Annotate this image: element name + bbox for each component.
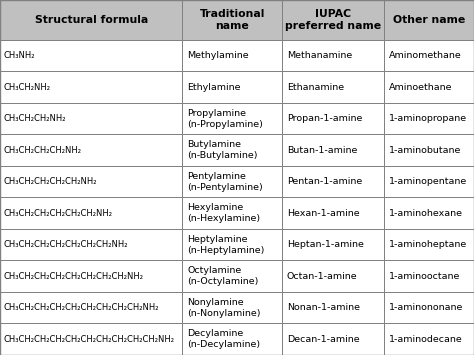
- Text: Hexan-1-amine: Hexan-1-amine: [287, 209, 359, 218]
- Bar: [282, 197, 384, 229]
- Bar: [282, 292, 384, 323]
- Bar: [182, 323, 282, 355]
- Bar: [182, 229, 282, 261]
- Text: 1-aminobutane: 1-aminobutane: [389, 146, 461, 154]
- Text: 1-aminohexane: 1-aminohexane: [389, 209, 463, 218]
- Text: Propylamine
(n-Propylamine): Propylamine (n-Propylamine): [187, 109, 263, 129]
- Bar: [0, 71, 182, 103]
- Bar: [0, 229, 182, 261]
- Bar: [0, 323, 182, 355]
- Bar: [384, 261, 474, 292]
- Text: Butylamine
(n-Butylamine): Butylamine (n-Butylamine): [187, 140, 258, 160]
- Text: 1-aminodecane: 1-aminodecane: [389, 335, 463, 344]
- Bar: [384, 229, 474, 261]
- Bar: [384, 292, 474, 323]
- Text: Ethanamine: Ethanamine: [287, 83, 344, 92]
- Text: CH₃CH₂CH₂CH₂CH₂CH₂CH₂CH₂NH₂: CH₃CH₂CH₂CH₂CH₂CH₂CH₂CH₂NH₂: [4, 272, 144, 281]
- Text: 1-aminopropane: 1-aminopropane: [389, 114, 467, 123]
- Bar: [0, 261, 182, 292]
- Text: Nonan-1-amine: Nonan-1-amine: [287, 303, 360, 312]
- Text: CH₃CH₂NH₂: CH₃CH₂NH₂: [4, 83, 51, 92]
- Text: Nonylamine
(n-Nonylamine): Nonylamine (n-Nonylamine): [187, 297, 261, 318]
- Bar: [0, 40, 182, 71]
- Text: Heptylamine
(n-Heptylamine): Heptylamine (n-Heptylamine): [187, 235, 264, 255]
- Text: Other name: Other name: [393, 15, 465, 25]
- Text: CH₃CH₂CH₂CH₂CH₂CH₂NH₂: CH₃CH₂CH₂CH₂CH₂CH₂NH₂: [4, 209, 113, 218]
- Text: 1-aminooctane: 1-aminooctane: [389, 272, 460, 281]
- Text: Butan-1-amine: Butan-1-amine: [287, 146, 357, 154]
- Bar: [182, 103, 282, 134]
- Bar: [384, 71, 474, 103]
- Text: Heptan-1-amine: Heptan-1-amine: [287, 240, 364, 249]
- Text: Aminoethane: Aminoethane: [389, 83, 452, 92]
- Text: Hexylamine
(n-Hexylamine): Hexylamine (n-Hexylamine): [187, 203, 260, 223]
- Bar: [0, 292, 182, 323]
- Bar: [182, 292, 282, 323]
- Text: IUPAC
preferred name: IUPAC preferred name: [285, 9, 381, 31]
- Text: Propan-1-amine: Propan-1-amine: [287, 114, 362, 123]
- Text: Methanamine: Methanamine: [287, 51, 352, 60]
- Text: 1-aminononane: 1-aminononane: [389, 303, 463, 312]
- Text: Pentan-1-amine: Pentan-1-amine: [287, 177, 362, 186]
- Text: Aminomethane: Aminomethane: [389, 51, 461, 60]
- Bar: [282, 134, 384, 166]
- Bar: [0, 134, 182, 166]
- Text: 1-aminopentane: 1-aminopentane: [389, 177, 467, 186]
- Text: Pentylamine
(n-Pentylamine): Pentylamine (n-Pentylamine): [187, 171, 263, 192]
- Bar: [182, 166, 282, 197]
- Bar: [384, 134, 474, 166]
- Text: Decan-1-amine: Decan-1-amine: [287, 335, 359, 344]
- Bar: [0, 197, 182, 229]
- Text: Methylamine: Methylamine: [187, 51, 249, 60]
- Bar: [0, 0, 182, 40]
- Bar: [182, 261, 282, 292]
- Bar: [384, 103, 474, 134]
- Bar: [282, 323, 384, 355]
- Text: CH₃CH₂CH₂CH₂CH₂CH₂CH₂CH₂CH₂CH₂NH₂: CH₃CH₂CH₂CH₂CH₂CH₂CH₂CH₂CH₂CH₂NH₂: [4, 335, 175, 344]
- Bar: [384, 0, 474, 40]
- Bar: [182, 134, 282, 166]
- Bar: [282, 229, 384, 261]
- Bar: [0, 166, 182, 197]
- Bar: [282, 166, 384, 197]
- Bar: [384, 323, 474, 355]
- Text: Decylamine
(n-Decylamine): Decylamine (n-Decylamine): [187, 329, 260, 349]
- Text: Structural formula: Structural formula: [35, 15, 148, 25]
- Text: 1-aminoheptane: 1-aminoheptane: [389, 240, 467, 249]
- Text: CH₃CH₂CH₂CH₂CH₂CH₂CH₂NH₂: CH₃CH₂CH₂CH₂CH₂CH₂CH₂NH₂: [4, 240, 128, 249]
- Text: Traditional
name: Traditional name: [200, 9, 265, 31]
- Bar: [384, 40, 474, 71]
- Text: Octylamine
(n-Octylamine): Octylamine (n-Octylamine): [187, 266, 259, 286]
- Bar: [0, 103, 182, 134]
- Bar: [282, 71, 384, 103]
- Bar: [282, 0, 384, 40]
- Bar: [182, 40, 282, 71]
- Bar: [384, 166, 474, 197]
- Text: Ethylamine: Ethylamine: [187, 83, 241, 92]
- Bar: [282, 261, 384, 292]
- Text: CH₃CH₂CH₂NH₂: CH₃CH₂CH₂NH₂: [4, 114, 66, 123]
- Bar: [182, 71, 282, 103]
- Text: CH₃CH₂CH₂CH₂CH₂NH₂: CH₃CH₂CH₂CH₂CH₂NH₂: [4, 177, 97, 186]
- Bar: [182, 0, 282, 40]
- Text: CH₃NH₂: CH₃NH₂: [4, 51, 35, 60]
- Text: CH₃CH₂CH₂CH₂CH₂CH₂CH₂CH₂CH₂NH₂: CH₃CH₂CH₂CH₂CH₂CH₂CH₂CH₂CH₂NH₂: [4, 303, 159, 312]
- Text: CH₃CH₂CH₂CH₂NH₂: CH₃CH₂CH₂CH₂NH₂: [4, 146, 82, 154]
- Bar: [282, 103, 384, 134]
- Bar: [384, 197, 474, 229]
- Bar: [282, 40, 384, 71]
- Bar: [182, 197, 282, 229]
- Text: Octan-1-amine: Octan-1-amine: [287, 272, 357, 281]
